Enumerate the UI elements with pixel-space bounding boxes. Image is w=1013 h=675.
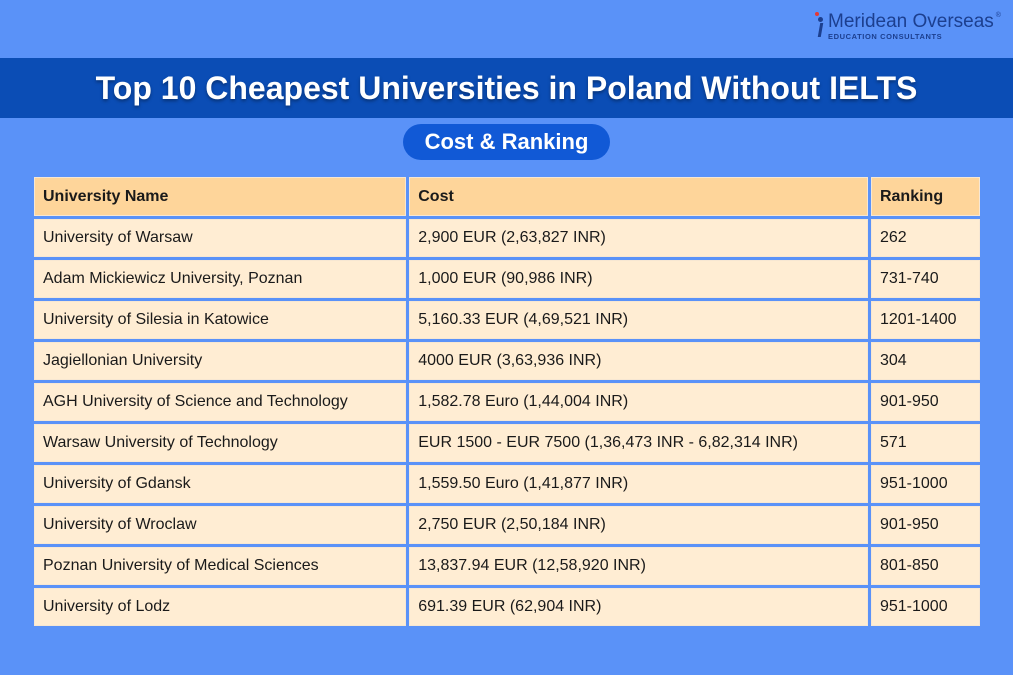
table-row: AGH University of Science and Technology… — [34, 383, 980, 421]
header-university-name: University Name — [34, 177, 407, 216]
page-title: Top 10 Cheapest Universities in Poland W… — [0, 58, 1013, 118]
university-name-cell: Poznan University of Medical Sciences — [34, 547, 407, 585]
ranking-cell: 731-740 — [870, 260, 980, 298]
cost-cell: 1,582.78 Euro (1,44,004 INR) — [409, 383, 868, 421]
ranking-cell: 262 — [870, 219, 980, 257]
cost-cell: 2,750 EUR (2,50,184 INR) — [409, 506, 868, 544]
university-name-cell: Adam Mickiewicz University, Poznan — [34, 260, 407, 298]
ranking-cell: 801-850 — [870, 547, 980, 585]
logo-name: Meridean Overseas — [828, 11, 994, 32]
ranking-cell: 951-1000 — [870, 465, 980, 503]
ranking-cell: 901-950 — [870, 383, 980, 421]
table-row: University of Gdansk 1,559.50 Euro (1,41,… — [34, 465, 980, 503]
table-header-row: University Name Cost Ranking — [34, 177, 980, 216]
university-name-cell: Warsaw University of Technology — [34, 424, 407, 462]
cost-cell: 5,160.33 EUR (4,69,521 INR) — [409, 301, 868, 339]
table-row: Warsaw University of Technology EUR 1500 … — [34, 424, 980, 462]
ranking-cell: 901-950 — [870, 506, 980, 544]
logo-tagline: EDUCATION CONSULTANTS — [828, 32, 943, 41]
ranking-cell: 304 — [870, 342, 980, 380]
table-row: University of Silesia in Katowice 5,160.3… — [34, 301, 980, 339]
cost-cell: 4000 EUR (3,63,936 INR) — [409, 342, 868, 380]
registered-mark: ® — [995, 12, 1001, 19]
university-name-cell: University of Gdansk — [34, 465, 407, 503]
universities-table: University Name Cost Ranking University … — [31, 174, 983, 629]
cost-cell: 691.39 EUR (62,904 INR) — [409, 588, 868, 626]
table-row: Jagiellonian University 4000 EUR (3,63,93… — [34, 342, 980, 380]
person-torch-icon — [815, 12, 825, 38]
header-ranking: Ranking — [870, 177, 980, 216]
table-row: University of Warsaw 2,900 EUR (2,63,827 … — [34, 219, 980, 257]
cost-cell: 2,900 EUR (2,63,827 INR) — [409, 219, 868, 257]
ranking-cell: 951-1000 — [870, 588, 980, 626]
table-row: University of Lodz 691.39 EUR (62,904 INR… — [34, 588, 980, 626]
university-name-cell: University of Warsaw — [34, 219, 407, 257]
cost-cell: EUR 1500 - EUR 7500 (1,36,473 INR - 6,82… — [409, 424, 868, 462]
university-name-cell: University of Silesia in Katowice — [34, 301, 407, 339]
cost-cell: 1,559.50 Euro (1,41,877 INR) — [409, 465, 868, 503]
university-name-cell: AGH University of Science and Technology — [34, 383, 407, 421]
cost-cell: 1,000 EUR (90,986 INR) — [409, 260, 868, 298]
header-cost: Cost — [409, 177, 868, 216]
ranking-cell: 571 — [870, 424, 980, 462]
ranking-cell: 1201-1400 — [870, 301, 980, 339]
table-row: Poznan University of Medical Sciences 13,… — [34, 547, 980, 585]
university-name-cell: Jagiellonian University — [34, 342, 407, 380]
university-name-cell: University of Wroclaw — [34, 506, 407, 544]
subtitle-pill: Cost & Ranking — [403, 124, 610, 160]
table-row: University of Wroclaw 2,750 EUR (2,50,184… — [34, 506, 980, 544]
table-row: Adam Mickiewicz University, Poznan 1,000 … — [34, 260, 980, 298]
cost-cell: 13,837.94 EUR (12,58,920 INR) — [409, 547, 868, 585]
university-name-cell: University of Lodz — [34, 588, 407, 626]
logo: Meridean Overseas ® EDUCATION CONSULTANT… — [815, 12, 1001, 41]
